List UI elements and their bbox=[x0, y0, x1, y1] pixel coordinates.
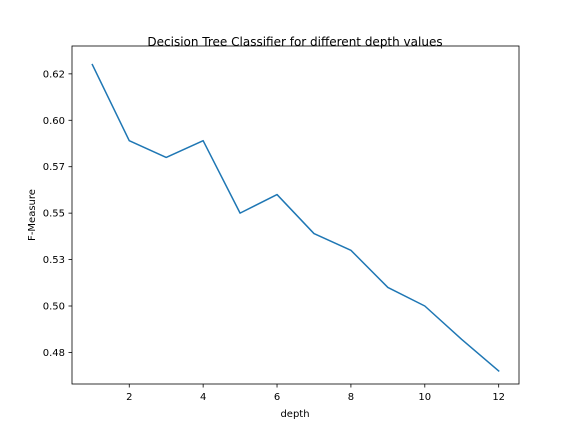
axes-frame bbox=[71, 45, 520, 385]
y-tick-label: 0.53 bbox=[43, 255, 65, 266]
y-tick-label: 0.50 bbox=[43, 302, 65, 313]
x-tick-label: 10 bbox=[418, 392, 431, 403]
y-tick-label: 0.57 bbox=[43, 162, 65, 173]
x-tick-label: 6 bbox=[274, 392, 280, 403]
series-line-0 bbox=[91, 63, 500, 373]
y-tick-label: 0.60 bbox=[43, 116, 65, 127]
plot-area bbox=[91, 63, 500, 373]
x-axis-label: depth bbox=[280, 409, 309, 420]
y-tick-label: 0.55 bbox=[43, 209, 65, 220]
x-tick-label: 2 bbox=[126, 392, 132, 403]
x-axis: 2 4 6 8 10 12 bbox=[126, 384, 505, 403]
x-tick-label: 12 bbox=[492, 392, 505, 403]
y-axis-label: F-Measure bbox=[27, 189, 38, 241]
x-tick-label: 4 bbox=[200, 392, 206, 403]
y-tick-label: 0.62 bbox=[43, 69, 65, 80]
y-tick-label: 0.48 bbox=[43, 348, 65, 359]
x-tick-label: 8 bbox=[348, 392, 354, 403]
y-axis: 0.48 0.50 0.53 0.55 0.57 0.60 0.62 bbox=[43, 69, 72, 359]
chart-title: Decision Tree Classifier for different d… bbox=[147, 35, 442, 49]
